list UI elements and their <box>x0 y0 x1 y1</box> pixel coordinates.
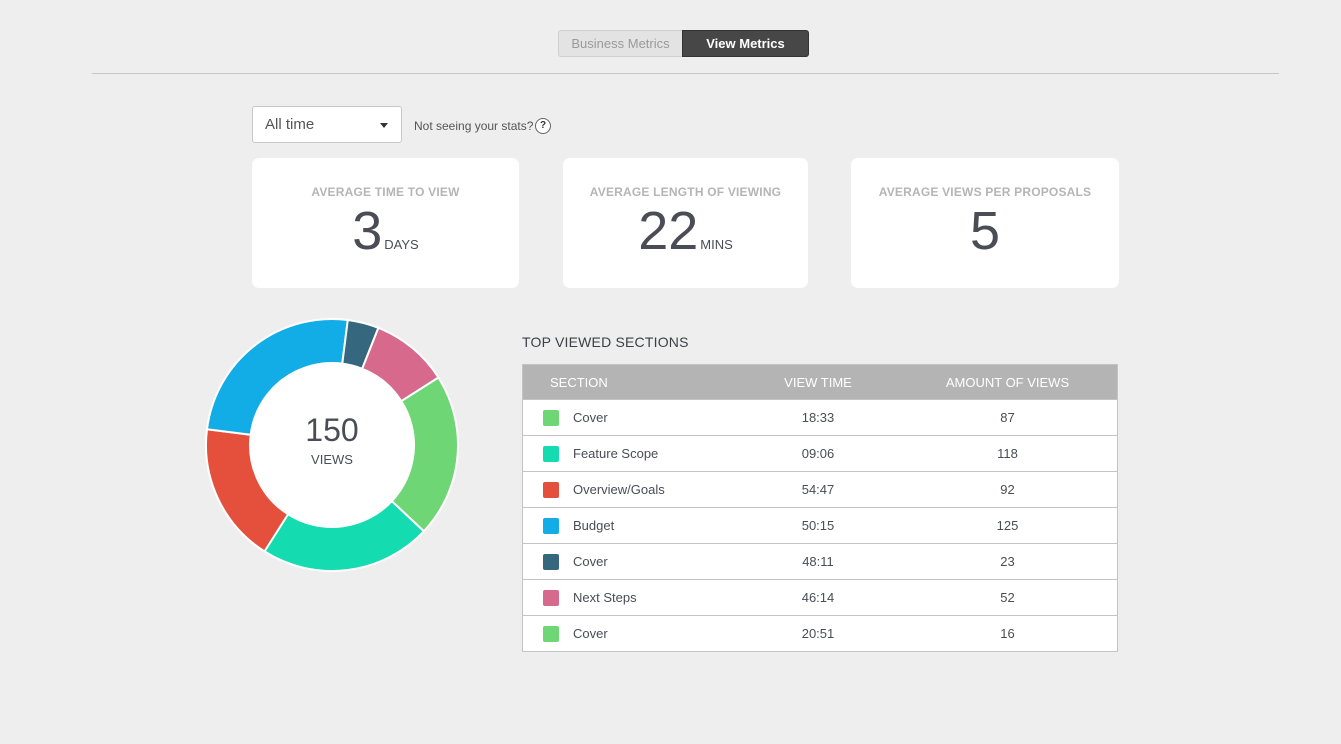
help-icon[interactable]: ? <box>535 118 551 134</box>
donut-label: VIEWS <box>311 452 353 467</box>
table-row: Cover 20:51 16 <box>523 615 1117 651</box>
cell-views: 87 <box>1000 410 1015 425</box>
table-row: Feature Scope 09:06 118 <box>523 435 1117 471</box>
header-view-time: VIEW TIME <box>784 374 852 390</box>
card-label: AVERAGE LENGTH OF VIEWING <box>589 185 782 199</box>
cell-views: 118 <box>997 446 1018 461</box>
cell-section: Cover <box>523 553 738 570</box>
views-donut-chart <box>205 318 459 572</box>
help-text: Not seeing your stats? <box>414 119 534 133</box>
header-divider <box>92 73 1279 74</box>
section-name: Cover <box>573 626 608 641</box>
cell-view-time: 46:14 <box>801 590 835 605</box>
cell-view-time: 09:06 <box>801 446 835 461</box>
table-row: Budget 50:15 125 <box>523 507 1117 543</box>
cell-views: 16 <box>1000 626 1015 641</box>
table-row: Cover 48:11 23 <box>523 543 1117 579</box>
donut-center: 150 VIEWS <box>205 410 459 467</box>
section-name: Feature Scope <box>573 446 659 461</box>
cell-section: Next Steps <box>523 589 738 606</box>
color-swatch <box>543 589 559 606</box>
table-row: Cover 18:33 87 <box>523 399 1117 435</box>
cell-views: 23 <box>1000 554 1015 569</box>
color-swatch <box>543 625 559 642</box>
card-value: 5 <box>969 201 1001 261</box>
donut-total: 150 <box>305 412 359 448</box>
header-section: SECTION <box>550 374 608 390</box>
cell-section: Overview/Goals <box>523 481 738 498</box>
section-name: Overview/Goals <box>573 482 665 497</box>
cell-views: 125 <box>996 518 1019 533</box>
tab-business-metrics[interactable]: Business Metrics <box>558 30 682 57</box>
metrics-toggle: Business Metrics View Metrics <box>558 30 809 57</box>
caret-down-icon <box>380 123 388 128</box>
cell-view-time: 18:33 <box>801 410 835 425</box>
cell-view-time: 20:51 <box>801 626 835 641</box>
card-unit: MINS <box>700 237 733 252</box>
cell-view-time: 50:15 <box>801 518 835 533</box>
card-average-time-to-view: AVERAGE TIME TO VIEW 3 DAYS <box>252 158 519 288</box>
section-name: Cover <box>573 410 608 425</box>
table-title: TOP VIEWED SECTIONS <box>522 334 689 350</box>
section-name: Cover <box>573 554 608 569</box>
cell-section: Cover <box>523 409 738 426</box>
cell-section: Budget <box>523 517 738 534</box>
table-row: Overview/Goals 54:47 92 <box>523 471 1117 507</box>
cell-section: Cover <box>523 625 738 642</box>
card-average-length-of-viewing: AVERAGE LENGTH OF VIEWING 22 MINS <box>563 158 808 288</box>
color-swatch <box>543 445 559 462</box>
cell-section: Feature Scope <box>523 445 738 462</box>
table-row: Next Steps 46:14 52 <box>523 579 1117 615</box>
cell-view-time: 48:11 <box>802 554 834 569</box>
color-swatch <box>543 409 559 426</box>
cell-view-time: 54:47 <box>801 482 835 497</box>
time-range-select[interactable]: All time <box>252 106 402 143</box>
donut-hole <box>250 363 414 527</box>
card-average-views-per-proposal: AVERAGE VIEWS PER PROPOSALS 5 <box>851 158 1119 288</box>
card-label: AVERAGE TIME TO VIEW <box>311 185 460 199</box>
card-label: AVERAGE VIEWS PER PROPOSALS <box>878 185 1092 199</box>
tab-view-metrics[interactable]: View Metrics <box>682 30 809 57</box>
cell-views: 92 <box>1000 482 1015 497</box>
cell-views: 52 <box>1000 590 1015 605</box>
card-unit: DAYS <box>384 237 419 252</box>
color-swatch <box>543 481 559 498</box>
section-name: Budget <box>573 518 615 533</box>
sections-table: SECTION VIEW TIME AMOUNT OF VIEWS Cover 1… <box>522 364 1118 652</box>
color-swatch <box>543 517 559 534</box>
section-name: Next Steps <box>573 590 637 605</box>
time-range-value: All time <box>265 116 315 133</box>
header-amount-of-views: AMOUNT OF VIEWS <box>945 374 1070 390</box>
table-header: SECTION VIEW TIME AMOUNT OF VIEWS <box>523 365 1117 399</box>
card-value: 3 <box>352 201 383 261</box>
card-value: 22 <box>638 201 699 261</box>
color-swatch <box>543 553 559 570</box>
